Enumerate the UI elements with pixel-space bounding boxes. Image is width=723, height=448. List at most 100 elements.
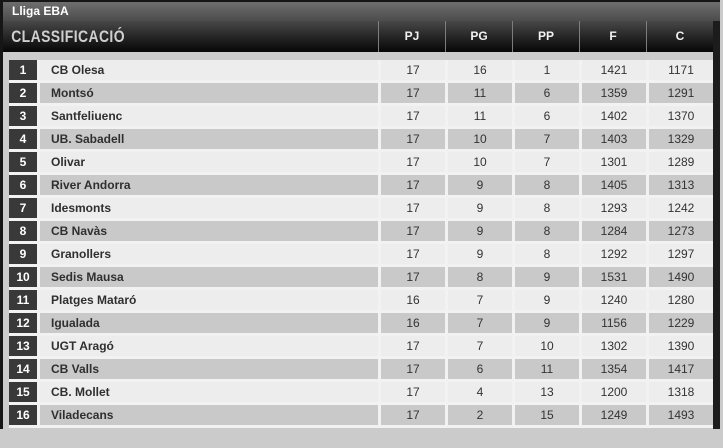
team-name-cell: Viladecans xyxy=(37,405,378,425)
pg-cell: 9 xyxy=(445,198,512,218)
table-row: 9 Granollers 17 9 8 1292 1297 xyxy=(9,244,713,267)
team-name-cell: CB. Mollet xyxy=(37,382,378,402)
c-cell: 1370 xyxy=(646,106,713,126)
c-cell: 1417 xyxy=(646,359,713,379)
pj-cell: 17 xyxy=(378,129,445,149)
f-cell: 1531 xyxy=(579,267,646,287)
column-header-f: F xyxy=(579,21,646,52)
f-cell: 1405 xyxy=(579,175,646,195)
team-name-cell: Platges Mataró xyxy=(37,290,378,310)
rank-badge: 8 xyxy=(9,221,37,241)
pp-cell: 11 xyxy=(512,359,579,379)
pg-cell: 7 xyxy=(445,290,512,310)
rank-badge: 6 xyxy=(9,175,37,195)
table-row: 3 Santfeliuenc 17 11 6 1402 1370 xyxy=(9,106,713,129)
pg-cell: 16 xyxy=(445,60,512,80)
team-name-cell: Igualada xyxy=(37,313,378,333)
rank-badge: 7 xyxy=(9,198,37,218)
rank-badge: 9 xyxy=(9,244,37,264)
section-title: CLASSIFICACIÓ xyxy=(11,27,125,46)
pj-cell: 17 xyxy=(378,359,445,379)
c-cell: 1390 xyxy=(646,336,713,356)
rank-badge: 11 xyxy=(9,290,37,310)
c-cell: 1289 xyxy=(646,152,713,172)
pp-cell: 1 xyxy=(512,60,579,80)
pp-cell: 10 xyxy=(512,336,579,356)
rank-badge: 13 xyxy=(9,336,37,356)
f-cell: 1301 xyxy=(579,152,646,172)
table-row: 7 Idesmonts 17 9 8 1293 1242 xyxy=(9,198,713,221)
pp-cell: 8 xyxy=(512,244,579,264)
pg-cell: 11 xyxy=(445,83,512,103)
c-cell: 1291 xyxy=(646,83,713,103)
table-row: 10 Sedis Mausa 17 8 9 1531 1490 xyxy=(9,267,713,290)
team-name-cell: CB Olesa xyxy=(37,60,378,80)
pg-cell: 10 xyxy=(445,152,512,172)
f-cell: 1293 xyxy=(579,198,646,218)
team-name-cell: UB. Sabadell xyxy=(37,129,378,149)
pp-cell: 8 xyxy=(512,221,579,241)
pg-cell: 11 xyxy=(445,106,512,126)
c-cell: 1273 xyxy=(646,221,713,241)
rank-badge: 3 xyxy=(9,106,37,126)
rank-badge: 12 xyxy=(9,313,37,333)
pj-cell: 17 xyxy=(378,221,445,241)
pg-cell: 2 xyxy=(445,405,512,425)
pj-cell: 17 xyxy=(378,152,445,172)
table-row: 12 Igualada 16 7 9 1156 1229 xyxy=(9,313,713,336)
rank-badge: 15 xyxy=(9,382,37,402)
pp-cell: 9 xyxy=(512,290,579,310)
c-cell: 1280 xyxy=(646,290,713,310)
rank-badge: 2 xyxy=(9,83,37,103)
rank-badge: 5 xyxy=(9,152,37,172)
pg-cell: 7 xyxy=(445,313,512,333)
column-header-pg: PG xyxy=(445,21,512,52)
table-row: 15 CB. Mollet 17 4 13 1200 1318 xyxy=(9,382,713,405)
c-cell: 1329 xyxy=(646,129,713,149)
pp-cell: 15 xyxy=(512,405,579,425)
pg-cell: 9 xyxy=(445,175,512,195)
table-row: 4 UB. Sabadell 17 10 7 1403 1329 xyxy=(9,129,713,152)
team-name-cell: CB Valls xyxy=(37,359,378,379)
table-row: 2 Montsó 17 11 6 1359 1291 xyxy=(9,83,713,106)
table-row: 6 River Andorra 17 9 8 1405 1313 xyxy=(9,175,713,198)
f-cell: 1421 xyxy=(579,60,646,80)
team-name-cell: Sedis Mausa xyxy=(37,267,378,287)
f-cell: 1249 xyxy=(579,405,646,425)
table-row: 11 Platges Mataró 16 7 9 1240 1280 xyxy=(9,290,713,313)
c-cell: 1493 xyxy=(646,405,713,425)
pg-cell: 10 xyxy=(445,129,512,149)
team-name-cell: Idesmonts xyxy=(37,198,378,218)
widget-title: Lliga EBA xyxy=(12,4,69,18)
pj-cell: 17 xyxy=(378,382,445,402)
c-cell: 1490 xyxy=(646,267,713,287)
c-cell: 1242 xyxy=(646,198,713,218)
pj-cell: 16 xyxy=(378,290,445,310)
pp-cell: 9 xyxy=(512,313,579,333)
f-cell: 1354 xyxy=(579,359,646,379)
pp-cell: 6 xyxy=(512,83,579,103)
standings-widget: Lliga EBA CLASSIFICACIÓ PJ PG PP F C 1 CB Ole… xyxy=(0,0,720,429)
pp-cell: 9 xyxy=(512,267,579,287)
c-cell: 1318 xyxy=(646,382,713,402)
team-name-cell: Montsó xyxy=(37,83,378,103)
pp-cell: 13 xyxy=(512,382,579,402)
column-header-pp: PP xyxy=(512,21,579,52)
pp-cell: 6 xyxy=(512,106,579,126)
pg-cell: 6 xyxy=(445,359,512,379)
team-name-cell: Granollers xyxy=(37,244,378,264)
rank-badge: 14 xyxy=(9,359,37,379)
team-name-cell: CB Navàs xyxy=(37,221,378,241)
pj-cell: 17 xyxy=(378,198,445,218)
f-cell: 1284 xyxy=(579,221,646,241)
widget-titlebar: Lliga EBA xyxy=(3,2,720,21)
table-row: 1 CB Olesa 17 16 1 1421 1171 xyxy=(9,60,713,83)
f-cell: 1200 xyxy=(579,382,646,402)
pp-cell: 8 xyxy=(512,198,579,218)
team-name-cell: UGT Aragó xyxy=(37,336,378,356)
pj-cell: 16 xyxy=(378,313,445,333)
rank-badge: 1 xyxy=(9,60,37,80)
table-header-bar: CLASSIFICACIÓ PJ PG PP F C xyxy=(3,21,713,52)
pj-cell: 17 xyxy=(378,267,445,287)
table-row: 13 UGT Aragó 17 7 10 1302 1390 xyxy=(9,336,713,359)
